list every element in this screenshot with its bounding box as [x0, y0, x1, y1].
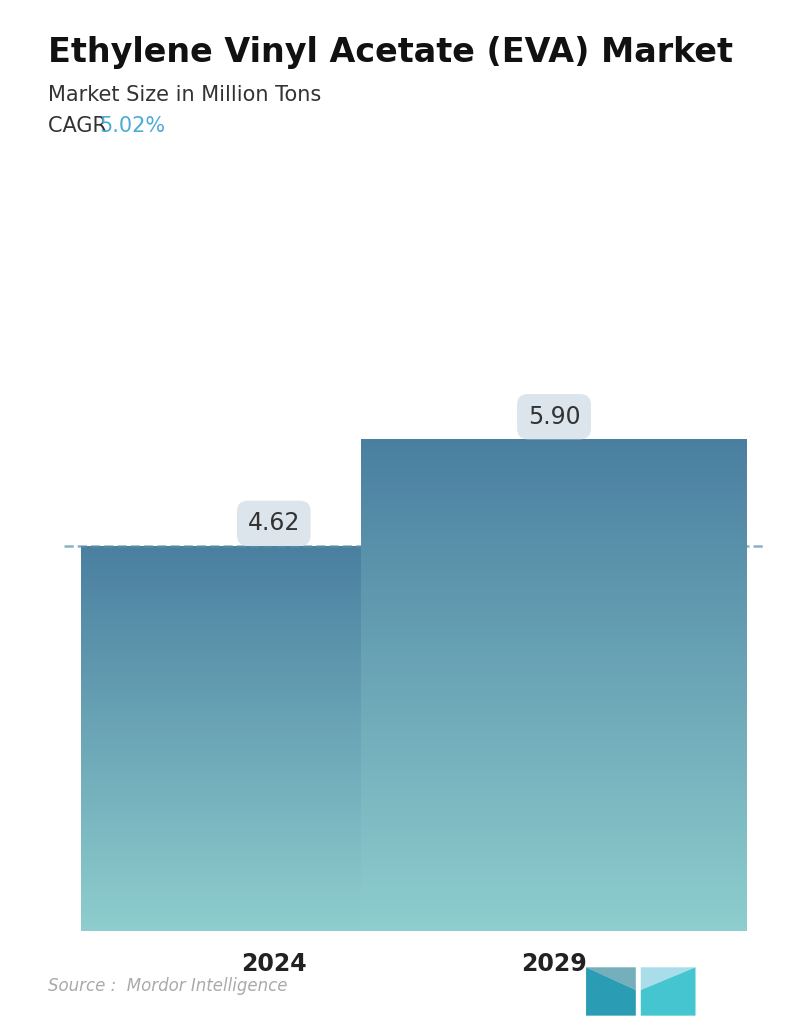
Text: Source :  Mordor Intelligence: Source : Mordor Intelligence — [48, 977, 287, 995]
Text: CAGR: CAGR — [48, 116, 113, 135]
Text: 5.90: 5.90 — [528, 404, 580, 429]
Polygon shape — [641, 968, 696, 991]
Polygon shape — [249, 533, 298, 543]
Text: 4.62: 4.62 — [248, 511, 300, 536]
Polygon shape — [641, 968, 696, 1015]
Polygon shape — [586, 968, 636, 1015]
Text: Market Size in Million Tons: Market Size in Million Tons — [48, 85, 321, 104]
Text: Ethylene Vinyl Acetate (EVA) Market: Ethylene Vinyl Acetate (EVA) Market — [48, 36, 733, 69]
Polygon shape — [586, 968, 636, 991]
Text: 5.02%: 5.02% — [100, 116, 166, 135]
Polygon shape — [529, 426, 579, 436]
